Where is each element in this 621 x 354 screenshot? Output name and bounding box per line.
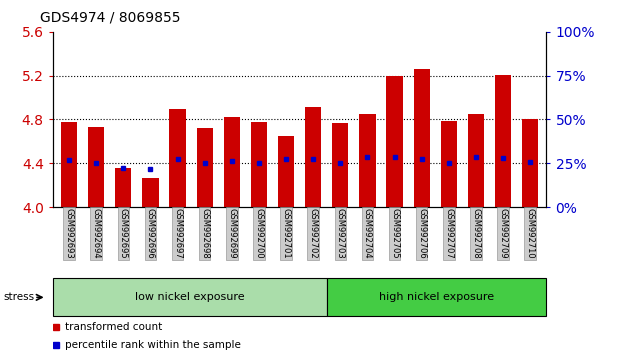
Bar — [53, 278, 327, 316]
Bar — [197, 128, 213, 207]
Bar — [224, 117, 240, 207]
Text: GSM992693: GSM992693 — [65, 209, 73, 259]
Text: high nickel exposure: high nickel exposure — [379, 291, 494, 302]
Text: percentile rank within the sample: percentile rank within the sample — [65, 340, 240, 350]
Text: GSM992697: GSM992697 — [173, 209, 182, 259]
Bar — [386, 76, 402, 207]
Text: GSM992703: GSM992703 — [336, 209, 345, 259]
Text: GSM992701: GSM992701 — [281, 209, 291, 259]
Bar — [305, 107, 321, 207]
Text: GSM992702: GSM992702 — [309, 209, 318, 259]
Text: GSM992708: GSM992708 — [471, 209, 481, 259]
Bar — [88, 127, 104, 207]
Bar — [115, 168, 132, 207]
Text: GSM992698: GSM992698 — [200, 209, 209, 259]
Bar — [278, 136, 294, 207]
Text: GSM992707: GSM992707 — [445, 209, 453, 259]
Text: GSM992710: GSM992710 — [526, 209, 535, 259]
Text: transformed count: transformed count — [65, 322, 162, 332]
Bar — [414, 69, 430, 207]
Text: GDS4974 / 8069855: GDS4974 / 8069855 — [40, 11, 181, 25]
Bar — [441, 121, 457, 207]
Text: GSM992704: GSM992704 — [363, 209, 372, 259]
Bar — [327, 278, 546, 316]
Text: GSM992695: GSM992695 — [119, 209, 128, 259]
Bar — [142, 177, 158, 207]
Text: low nickel exposure: low nickel exposure — [135, 291, 245, 302]
Bar — [360, 114, 376, 207]
Bar — [522, 120, 538, 207]
Text: stress: stress — [3, 292, 34, 302]
Text: GSM992694: GSM992694 — [92, 209, 101, 259]
Text: GSM992699: GSM992699 — [227, 209, 237, 259]
Text: GSM992700: GSM992700 — [255, 209, 263, 259]
Text: GSM992705: GSM992705 — [390, 209, 399, 259]
Bar — [495, 75, 511, 207]
Bar — [468, 114, 484, 207]
Text: GSM992696: GSM992696 — [146, 209, 155, 259]
Bar — [332, 123, 348, 207]
Text: GSM992706: GSM992706 — [417, 209, 426, 259]
Bar — [170, 109, 186, 207]
Bar — [61, 122, 77, 207]
Bar — [251, 122, 267, 207]
Text: GSM992709: GSM992709 — [499, 209, 507, 259]
